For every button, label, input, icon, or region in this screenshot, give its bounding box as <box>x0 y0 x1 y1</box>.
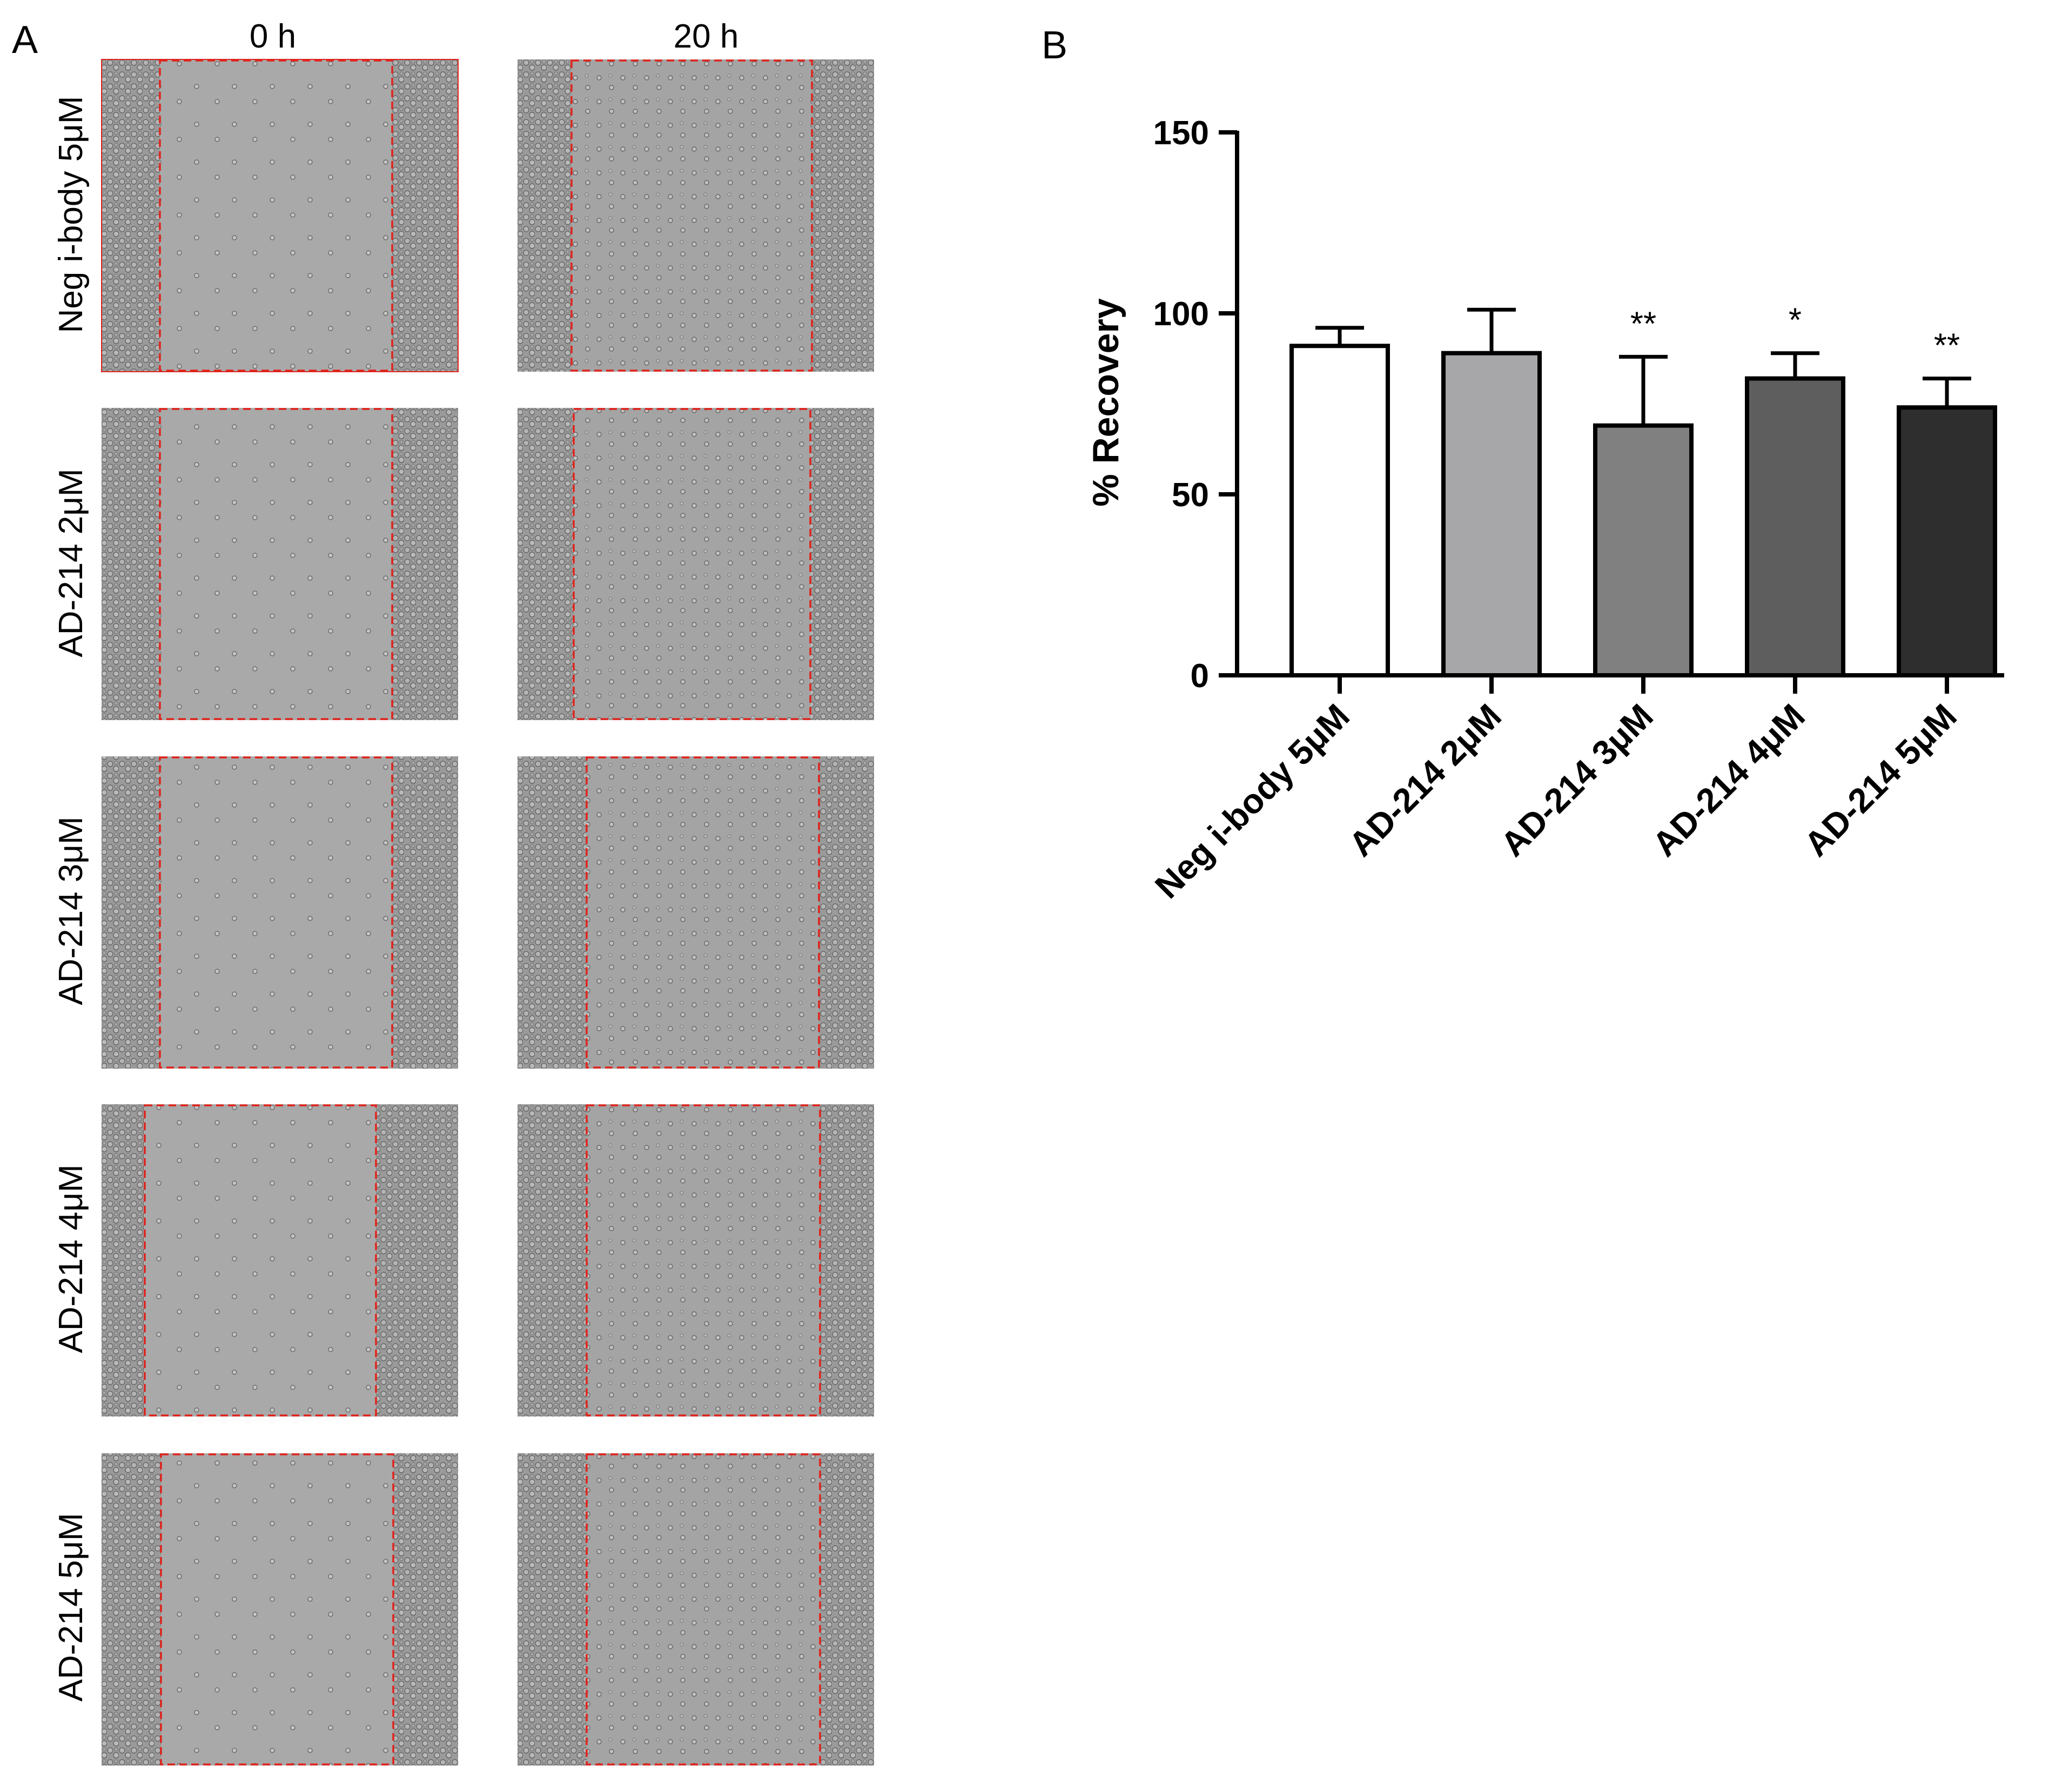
category-label: AD-214 5μM <box>1797 696 1964 864</box>
significance-marker: ** <box>1630 305 1656 343</box>
row-label-ad214-4um: AD-214 4μM <box>52 1164 90 1353</box>
micrograph <box>102 1104 458 1417</box>
micrograph <box>518 1453 874 1766</box>
category-label: Neg i-body 5μM <box>1147 696 1357 906</box>
panel-a-letter: A <box>12 18 38 62</box>
row-label-ad214-2um: AD-214 2μM <box>52 468 90 657</box>
bar <box>1441 351 1542 677</box>
micrograph <box>102 408 458 720</box>
row-label-ad214-5um: AD-214 5μM <box>52 1513 90 1701</box>
column-header-20h: 20 h <box>674 18 739 55</box>
panel-b-letter: B <box>1042 24 1067 67</box>
wound-boundary <box>570 59 813 372</box>
significance-marker: * <box>1789 302 1802 339</box>
bar <box>1745 376 1845 677</box>
micrograph <box>518 408 874 720</box>
significance-marker: ** <box>1934 327 1960 365</box>
micrograph <box>518 756 874 1069</box>
wound-boundary <box>586 1104 821 1417</box>
row-label-neg-ibody: Neg i-body 5μM <box>52 96 90 333</box>
wound-boundary <box>586 1453 821 1766</box>
wound-boundary <box>160 1453 394 1766</box>
wound-boundary <box>159 59 393 372</box>
bar <box>1897 405 1997 677</box>
bar <box>1593 423 1694 677</box>
micrograph <box>518 1104 874 1417</box>
y-tick-label: 150 <box>1153 115 1209 152</box>
wound-boundary <box>159 408 393 720</box>
micrograph-grid <box>101 59 874 1766</box>
y-axis-title: % Recovery <box>1085 298 1126 507</box>
wound-boundary <box>159 756 393 1069</box>
wound-boundary <box>586 756 820 1069</box>
y-tick-label: 100 <box>1153 296 1209 333</box>
wound-boundary <box>144 1104 377 1417</box>
category-label: AD-214 3μM <box>1493 696 1661 864</box>
column-header-0h: 0 h <box>250 18 296 55</box>
micrograph <box>102 1453 458 1766</box>
micrograph <box>101 59 459 372</box>
micrograph <box>518 59 874 372</box>
y-tick-label: 0 <box>1191 657 1209 695</box>
category-label: AD-214 2μM <box>1341 696 1509 864</box>
micrograph <box>102 756 458 1069</box>
bar <box>1289 344 1390 677</box>
row-label-ad214-3um: AD-214 3μM <box>52 816 90 1005</box>
category-label: AD-214 4μM <box>1645 696 1812 864</box>
y-tick-label: 50 <box>1172 476 1209 514</box>
